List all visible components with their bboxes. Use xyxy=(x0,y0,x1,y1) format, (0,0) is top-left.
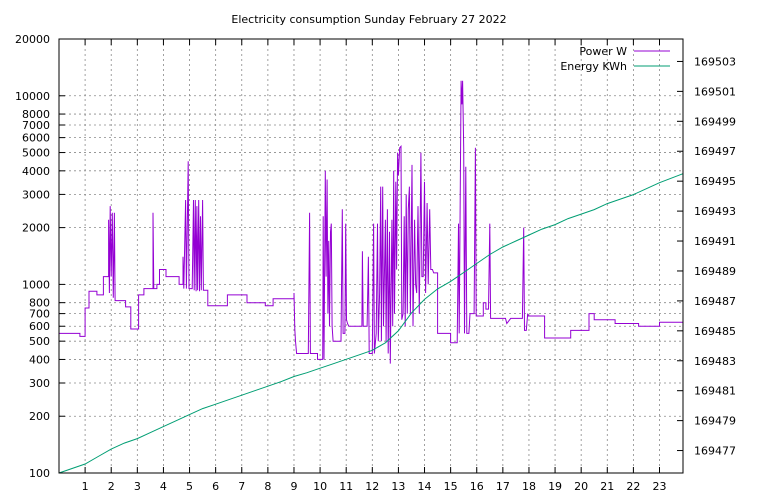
x-tick-label: 22 xyxy=(626,480,640,493)
y-left-tick-label: 1000 xyxy=(22,278,50,291)
x-tick-label: 6 xyxy=(212,480,219,493)
y-left-tick-label: 6000 xyxy=(22,132,50,145)
y-left-tick-label: 100 xyxy=(29,467,50,480)
y-left-tick-label: 300 xyxy=(29,377,50,390)
x-tick-label: 23 xyxy=(653,480,667,493)
x-tick-label: 20 xyxy=(574,480,588,493)
x-axis: 1 2 3 4 5 6 7 8 9 10 11 12 13 14 15 16 17 18 19 20 21 22 23 xyxy=(82,39,667,493)
y-right-tick-label: 169477 xyxy=(694,445,736,458)
y-right-tick-label: 169503 xyxy=(694,55,736,68)
chart-title: Electricity consumption Sunday February … xyxy=(231,13,506,26)
y-left-tick-label: 8000 xyxy=(22,108,50,121)
y-right-tick-label: 169495 xyxy=(694,175,736,188)
x-tick-label: 12 xyxy=(365,480,379,493)
y-left-tick-label: 500 xyxy=(29,335,50,348)
x-tick-label: 1 xyxy=(82,480,89,493)
y-right-tick-label: 169489 xyxy=(694,265,736,278)
x-tick-label: 9 xyxy=(290,480,297,493)
y-right-tick-label: 169497 xyxy=(694,145,736,158)
y-left-tick-label: 200 xyxy=(29,410,50,423)
x-tick-label: 17 xyxy=(496,480,510,493)
y-right-tick-label: 169481 xyxy=(694,385,736,398)
x-tick-label: 5 xyxy=(186,480,193,493)
y-left-tick-label: 7000 xyxy=(22,119,50,132)
x-tick-label: 15 xyxy=(444,480,458,493)
y-left-tick-label: 600 xyxy=(29,320,50,333)
power-series-line xyxy=(59,80,683,364)
y-left-tick-label: 4000 xyxy=(22,165,50,178)
legend-label: Power W xyxy=(579,45,627,58)
x-tick-label: 21 xyxy=(600,480,614,493)
y-right-tick-label: 169487 xyxy=(694,295,736,308)
x-tick-label: 8 xyxy=(264,480,271,493)
y-right-tick-label: 169491 xyxy=(694,235,736,248)
x-tick-label: 16 xyxy=(470,480,484,493)
y-left-tick-label: 700 xyxy=(29,308,50,321)
x-tick-label: 18 xyxy=(522,480,536,493)
x-tick-label: 4 xyxy=(160,480,167,493)
y-right-tick-label: 169499 xyxy=(694,115,736,128)
x-tick-label: 3 xyxy=(134,480,141,493)
y-left-tick-label: 2000 xyxy=(22,222,50,235)
y-left-tick-label: 3000 xyxy=(22,188,50,201)
series-layer xyxy=(58,80,684,474)
y-right-tick-label: 169485 xyxy=(694,325,736,338)
x-tick-label: 13 xyxy=(391,480,405,493)
legend: Power W Energy KWh xyxy=(560,45,670,73)
y-left-tick-label: 20000 xyxy=(15,33,50,46)
x-tick-label: 11 xyxy=(339,480,353,493)
x-tick-label: 7 xyxy=(238,480,245,493)
legend-label: Energy KWh xyxy=(560,60,627,73)
y-right-tick-label: 169493 xyxy=(694,205,736,218)
y-right-axis: 169477 169479 169481 169483 169485 169487 1694… xyxy=(677,55,736,458)
y-right-tick-label: 169501 xyxy=(694,85,736,98)
grid xyxy=(59,39,683,473)
x-tick-label: 14 xyxy=(418,480,432,493)
y-right-tick-label: 169483 xyxy=(694,355,736,368)
y-left-tick-label: 800 xyxy=(29,297,50,310)
y-right-tick-label: 169479 xyxy=(694,415,736,428)
y-left-tick-label: 400 xyxy=(29,353,50,366)
x-tick-label: 2 xyxy=(108,480,115,493)
x-tick-label: 19 xyxy=(548,480,562,493)
energy-series-line xyxy=(58,173,684,474)
x-tick-label: 10 xyxy=(313,480,327,493)
y-left-tick-label: 5000 xyxy=(22,147,50,160)
y-left-tick-label: 10000 xyxy=(15,90,50,103)
plot-frame xyxy=(58,38,684,474)
